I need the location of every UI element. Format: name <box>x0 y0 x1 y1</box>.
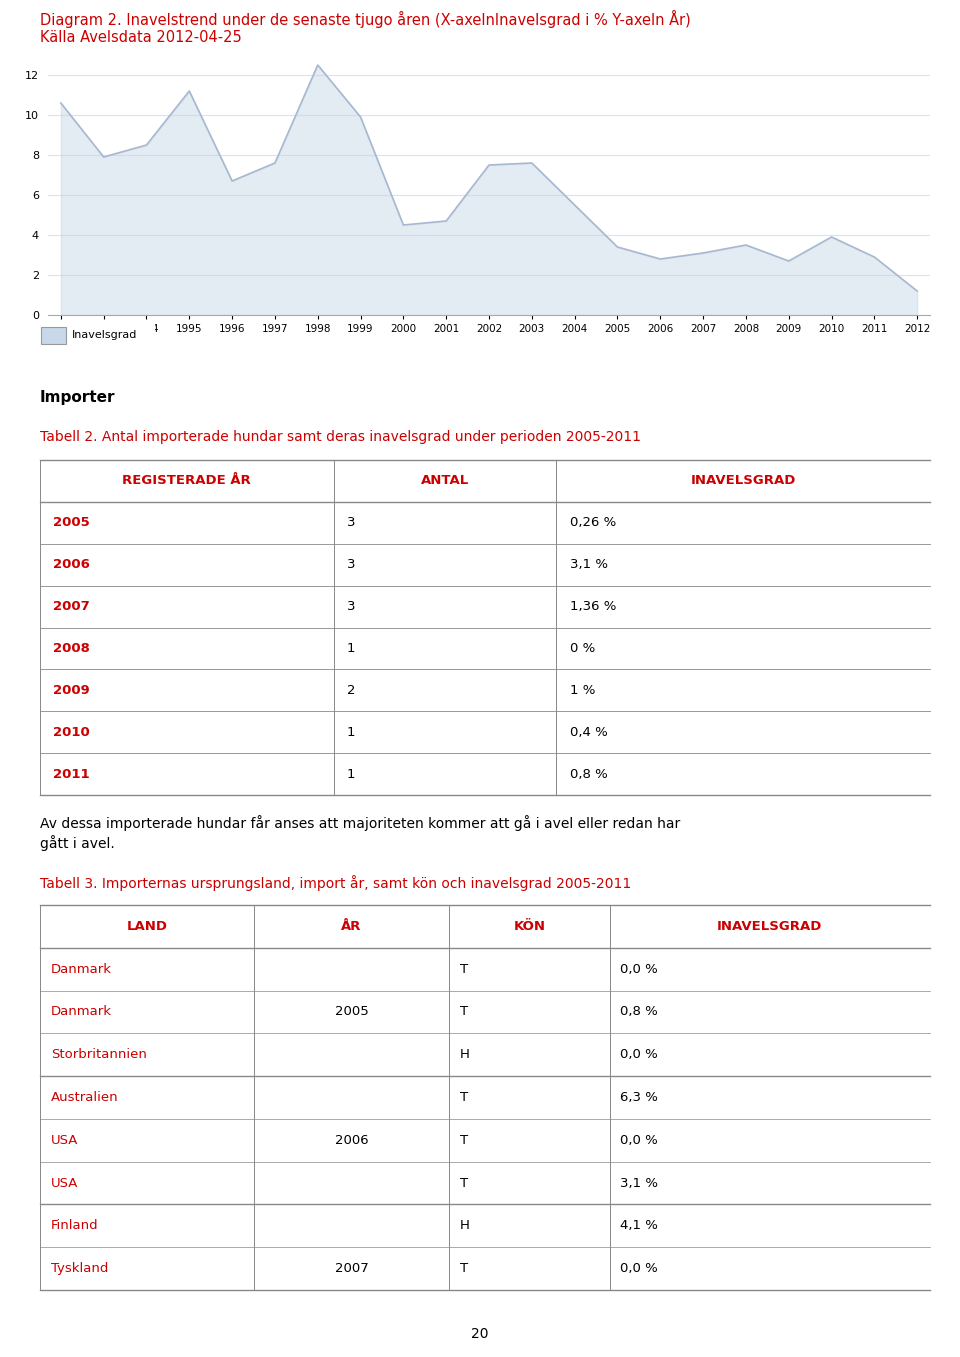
Text: 2006: 2006 <box>335 1134 369 1147</box>
Text: 0,4 %: 0,4 % <box>569 726 608 738</box>
Text: Danmark: Danmark <box>51 1006 111 1019</box>
Text: 2007: 2007 <box>54 600 90 613</box>
Text: 1,36 %: 1,36 % <box>569 600 616 613</box>
Text: Tabell 3. Importernas ursprungsland, import år, samt kön och inavelsgrad 2005-20: Tabell 3. Importernas ursprungsland, imp… <box>40 875 632 892</box>
Text: 2005: 2005 <box>54 516 90 529</box>
Text: 3: 3 <box>348 600 355 613</box>
Text: 0,0 %: 0,0 % <box>620 1048 658 1061</box>
Text: REGISTERADE ÅR: REGISTERADE ÅR <box>123 475 252 487</box>
Text: H: H <box>460 1220 470 1232</box>
Text: 0,0 %: 0,0 % <box>620 962 658 976</box>
Text: 3: 3 <box>348 516 355 529</box>
Text: 0,26 %: 0,26 % <box>569 516 615 529</box>
Text: Tyskland: Tyskland <box>51 1262 108 1276</box>
Text: 2007: 2007 <box>335 1262 369 1276</box>
Text: 0,8 %: 0,8 % <box>620 1006 658 1019</box>
Text: 2010: 2010 <box>54 726 90 738</box>
Text: T: T <box>460 1006 468 1019</box>
Text: 2009: 2009 <box>54 684 90 696</box>
Text: gått i avel.: gått i avel. <box>40 835 115 851</box>
Text: LAND: LAND <box>127 920 167 932</box>
Text: INAVELSGRAD: INAVELSGRAD <box>690 475 796 487</box>
Text: 4,1 %: 4,1 % <box>620 1220 659 1232</box>
Text: 0,8 %: 0,8 % <box>569 768 608 780</box>
Text: Diagram 2. Inavelstrend under de senaste tjugo åren (X-axelnInavelsgrad i % Y-ax: Diagram 2. Inavelstrend under de senaste… <box>40 9 691 28</box>
Text: 3: 3 <box>348 558 355 571</box>
Text: T: T <box>460 1134 468 1147</box>
Text: Australien: Australien <box>51 1091 118 1105</box>
Text: ANTAL: ANTAL <box>420 475 469 487</box>
Text: USA: USA <box>51 1134 78 1147</box>
Text: USA: USA <box>51 1177 78 1190</box>
Text: 6,3 %: 6,3 % <box>620 1091 659 1105</box>
Text: T: T <box>460 1177 468 1190</box>
Text: 2008: 2008 <box>54 642 90 655</box>
Text: Källa Avelsdata 2012-04-25: Källa Avelsdata 2012-04-25 <box>40 30 242 45</box>
Text: 0,0 %: 0,0 % <box>620 1134 658 1147</box>
Text: Storbritannien: Storbritannien <box>51 1048 147 1061</box>
Text: 0 %: 0 % <box>569 642 595 655</box>
Text: KÖN: KÖN <box>514 920 545 932</box>
Text: Inavelsgrad: Inavelsgrad <box>72 330 137 341</box>
Text: H: H <box>460 1048 470 1061</box>
Text: T: T <box>460 1262 468 1276</box>
Text: 2: 2 <box>348 684 355 696</box>
Text: 2005: 2005 <box>335 1006 369 1019</box>
Text: 3,1 %: 3,1 % <box>569 558 608 571</box>
Text: 1: 1 <box>348 726 355 738</box>
Text: ÅR: ÅR <box>342 920 362 932</box>
Text: Tabell 2. Antal importerade hundar samt deras inavelsgrad under perioden 2005-20: Tabell 2. Antal importerade hundar samt … <box>40 430 641 444</box>
Text: 2011: 2011 <box>54 768 90 780</box>
Text: T: T <box>460 1091 468 1105</box>
Text: 1: 1 <box>348 768 355 780</box>
Bar <box>41 327 66 343</box>
Text: 3,1 %: 3,1 % <box>620 1177 659 1190</box>
Text: 20: 20 <box>471 1327 489 1341</box>
Text: Av dessa importerade hundar får anses att majoriteten kommer att gå i avel eller: Av dessa importerade hundar får anses at… <box>40 816 681 830</box>
Text: Finland: Finland <box>51 1220 98 1232</box>
Text: 1 %: 1 % <box>569 684 595 696</box>
Text: INAVELSGRAD: INAVELSGRAD <box>717 920 823 932</box>
Text: 2006: 2006 <box>54 558 90 571</box>
Text: Danmark: Danmark <box>51 962 111 976</box>
Text: T: T <box>460 962 468 976</box>
Text: Importer: Importer <box>40 389 115 404</box>
Text: 0,0 %: 0,0 % <box>620 1262 658 1276</box>
Text: 1: 1 <box>348 642 355 655</box>
